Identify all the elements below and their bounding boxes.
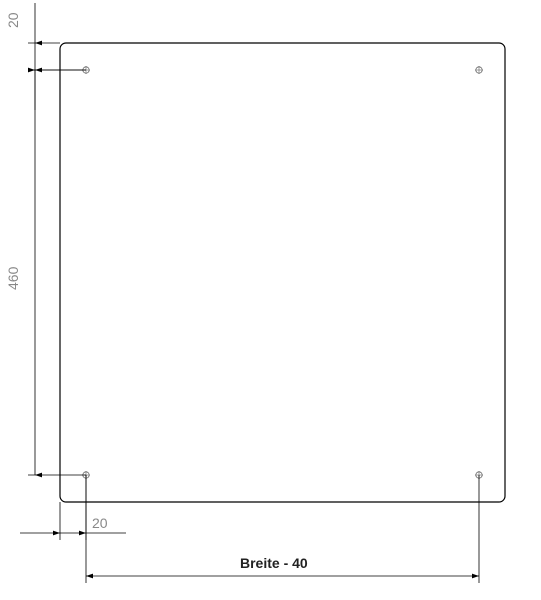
dim-bottom-width-label: Breite - 40: [240, 555, 308, 571]
dim-bottom-20: 20: [20, 475, 126, 540]
dim-bottom-20-label: 20: [92, 515, 108, 531]
plate-outline: [60, 43, 505, 502]
dim-top-20-label: 20: [5, 12, 21, 28]
technical-drawing: 20 460 20 Breite - 40: [0, 0, 541, 600]
dim-top-20: 20: [5, 3, 86, 110]
dim-left-460-label: 460: [5, 266, 21, 290]
dim-bottom-width: Breite - 40: [86, 475, 479, 583]
mounting-holes: [82, 66, 483, 479]
dim-left-460: 460: [5, 70, 86, 475]
